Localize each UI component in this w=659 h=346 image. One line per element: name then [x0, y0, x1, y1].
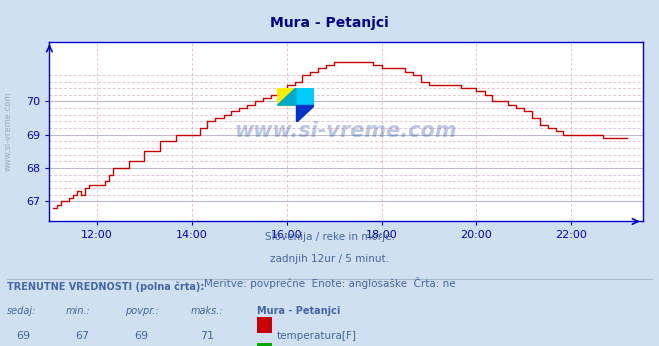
Text: www.si-vreme.com: www.si-vreme.com: [235, 121, 457, 142]
Text: 71: 71: [200, 331, 215, 341]
Polygon shape: [277, 88, 296, 105]
Text: 69: 69: [16, 331, 30, 341]
Text: temperatura[F]: temperatura[F]: [277, 331, 357, 341]
Polygon shape: [296, 88, 314, 105]
Text: 69: 69: [134, 331, 149, 341]
Text: maks.:: maks.:: [191, 306, 224, 316]
Text: 67: 67: [75, 331, 90, 341]
Text: TRENUTNE VREDNOSTI (polna črta):: TRENUTNE VREDNOSTI (polna črta):: [7, 282, 204, 292]
Text: povpr.:: povpr.:: [125, 306, 159, 316]
Polygon shape: [296, 105, 314, 122]
Text: Mura - Petanjci: Mura - Petanjci: [270, 16, 389, 29]
Text: Slovenija / reke in morje.: Slovenija / reke in morje.: [264, 232, 395, 242]
Text: sedaj:: sedaj:: [7, 306, 36, 316]
Polygon shape: [277, 88, 296, 105]
Text: Meritve: povprečne  Enote: anglosaške  Črta: ne: Meritve: povprečne Enote: anglosaške Črt…: [204, 277, 455, 289]
Text: min.:: min.:: [66, 306, 91, 316]
Text: Mura - Petanjci: Mura - Petanjci: [257, 306, 341, 316]
Text: www.si-vreme.com: www.si-vreme.com: [3, 92, 13, 171]
Text: zadnjih 12ur / 5 minut.: zadnjih 12ur / 5 minut.: [270, 254, 389, 264]
